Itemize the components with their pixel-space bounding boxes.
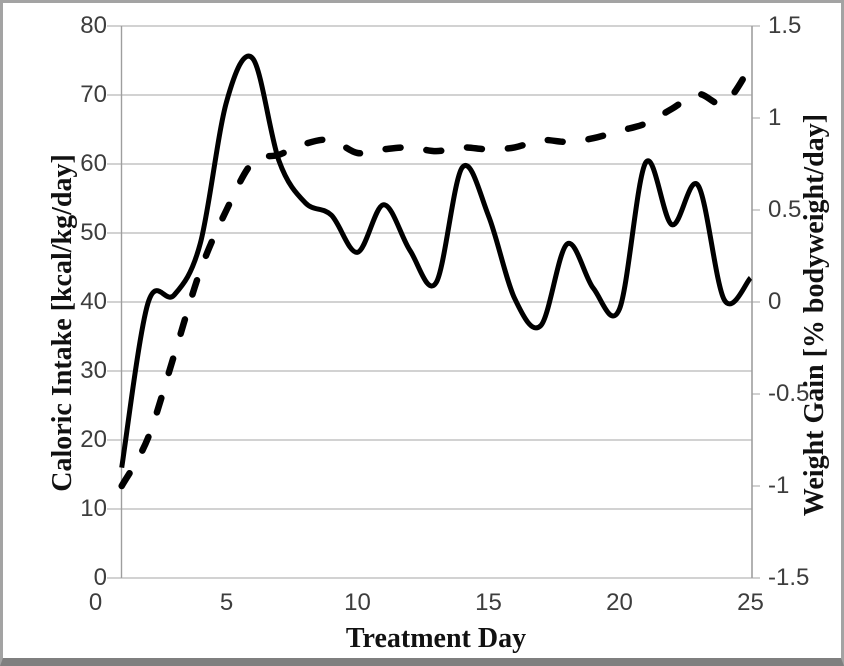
y-right-tick-label: -0.5 [768,380,810,407]
x-tick-label: 0 [88,589,103,616]
y-left-tick-label: 70 [80,81,107,108]
y-left-tick-label: 20 [80,426,107,453]
y-right-tick-label: -1 [768,472,790,499]
x-tick-label: 10 [344,589,371,616]
y-left-tick-label: 40 [80,288,107,315]
x-tick-label: 5 [219,589,234,616]
y-left-tick-label: 60 [80,150,107,177]
plot-area [107,25,760,579]
y-right-tick-label: 1 [768,104,782,131]
gridlines [107,25,760,579]
y-axis-left-title: Caloric Intake [kcal/kg/day] [47,154,78,492]
x-axis-title: Treatment Day [345,623,527,654]
weight-gain-line [118,63,754,490]
y-right-tick-label: 0.5 [768,196,802,223]
x-tick-label: 25 [737,589,764,616]
y-right-tick-label: 1.5 [768,12,802,39]
y-left-tick-label: 30 [80,357,107,384]
y-right-tick-label: 0 [768,288,782,315]
caloric-intake-line [119,53,753,468]
y-left-tick-label: 50 [80,219,107,246]
y-left-tick-label: 80 [80,12,107,39]
x-tick-label: 20 [606,589,633,616]
x-tick-label: 15 [475,589,502,616]
y-left-tick-label: 0 [93,564,107,591]
data-series [118,53,754,490]
y-right-tick-label: -1.5 [768,564,810,591]
y-axis-right-title: Weight Gain [% bodyweight/day] [799,113,830,517]
y-left-tick-label: 10 [80,495,107,522]
